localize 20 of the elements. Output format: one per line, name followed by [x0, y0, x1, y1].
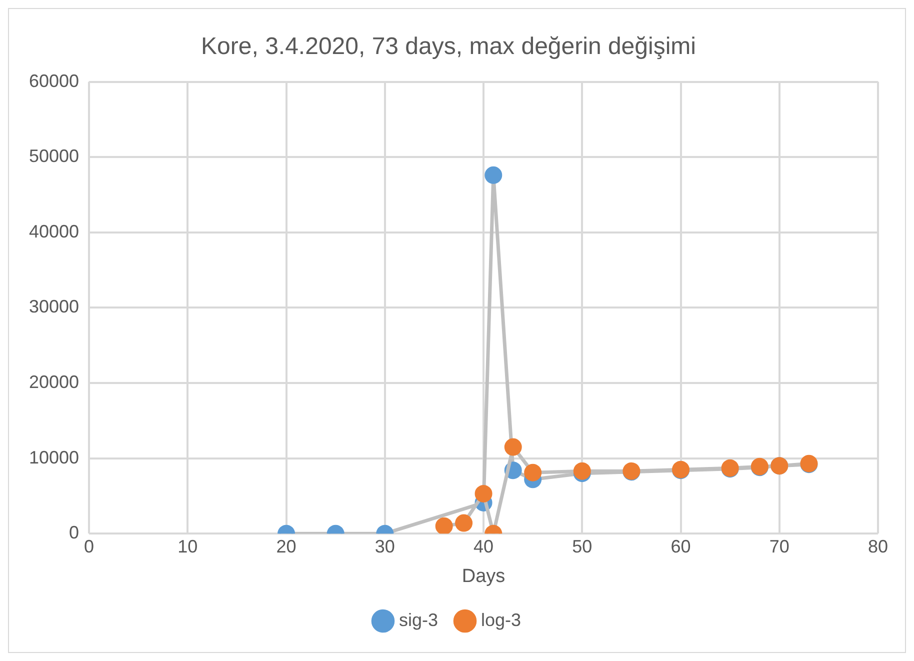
legend-label: log-3 [480, 610, 522, 630]
x-tick-label: 20 [276, 536, 296, 556]
y-tick-label: 20000 [28, 372, 80, 392]
x-tick-label: 10 [178, 536, 198, 556]
x-tick-label: 30 [374, 536, 395, 556]
x-tick-label: 80 [868, 536, 888, 556]
y-tick-label: 0 [69, 522, 80, 543]
legend-label: sig-3 [398, 610, 438, 630]
y-tick-label: 30000 [28, 296, 80, 317]
x-tick-label: 50 [572, 536, 592, 556]
x-tick-label: 40 [474, 536, 494, 556]
y-tick-label: 60000 [28, 70, 80, 91]
chart-title: Kore, 3.4.2020, 73 days, max değerin değişimi [201, 33, 696, 60]
x-axis-title: Days [462, 566, 506, 587]
x-tick-label: 70 [769, 536, 790, 556]
y-tick-label: 40000 [28, 221, 80, 242]
y-tick-label: 10000 [28, 447, 80, 468]
x-tick-label: 0 [84, 536, 94, 556]
x-tick-label: 60 [670, 536, 691, 556]
y-tick-label: 50000 [28, 146, 80, 166]
